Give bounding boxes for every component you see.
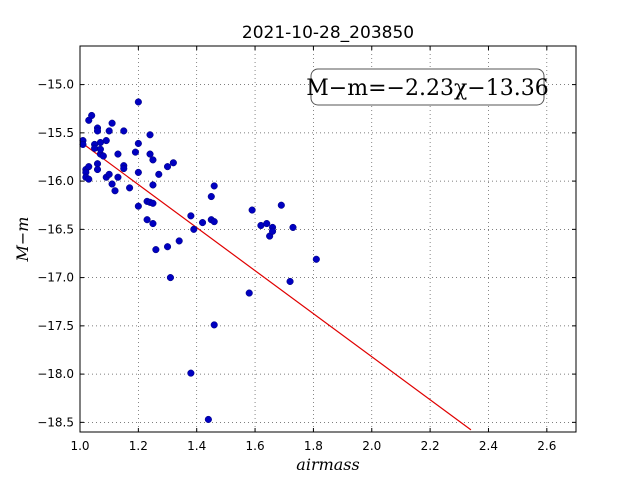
data-point [207, 192, 215, 201]
x-tick-label: 1.0 [70, 439, 89, 453]
data-point [143, 216, 151, 224]
data-points [79, 98, 320, 424]
data-point [248, 206, 256, 214]
data-point [269, 227, 277, 235]
data-point [146, 150, 154, 158]
data-point [111, 187, 119, 195]
data-point [131, 148, 139, 156]
data-point [134, 139, 142, 148]
data-point [166, 274, 174, 282]
data-point [99, 152, 107, 160]
x-tick-label: 2.6 [537, 439, 556, 453]
data-point [108, 180, 116, 188]
x-tick-label: 2.2 [421, 439, 440, 453]
data-point [134, 202, 142, 210]
y-tick-label: −17.5 [37, 319, 74, 333]
data-point [102, 137, 110, 145]
x-axis-label: airmass [296, 455, 359, 474]
fit-equation-frame [310, 68, 545, 106]
y-tick-label: −18.0 [37, 367, 74, 381]
data-point [149, 181, 157, 189]
data-point [93, 127, 102, 135]
data-point [114, 173, 122, 181]
data-point [286, 277, 294, 286]
data-point [91, 144, 99, 152]
y-tick-label: −18.5 [37, 415, 74, 429]
data-point [190, 225, 198, 233]
data-point [105, 127, 113, 135]
data-point [79, 140, 87, 148]
x-tick-label: 2.4 [479, 439, 498, 453]
data-point [93, 165, 102, 174]
data-point [114, 150, 122, 158]
fit-equation-box: M−m=−2.23χ−13.36 [306, 68, 549, 106]
data-point [277, 201, 285, 209]
data-point [163, 243, 172, 251]
data-point [146, 131, 154, 139]
data-point [149, 199, 157, 207]
data-point [198, 219, 207, 227]
data-point [210, 218, 218, 226]
data-point [210, 321, 218, 329]
data-point [105, 170, 113, 178]
data-point [204, 415, 212, 424]
x-tick-label: 2.0 [362, 439, 381, 453]
data-point [245, 289, 253, 297]
data-point [134, 168, 142, 176]
data-point [85, 175, 93, 183]
data-point [120, 165, 128, 173]
fit-equation: M−m=−2.23χ−13.36 [306, 76, 548, 101]
data-point [210, 182, 218, 190]
data-point [263, 220, 271, 228]
x-tick-label: 1.4 [187, 439, 206, 453]
plot-frame [79, 45, 577, 433]
x-tick-label: 1.2 [129, 439, 148, 453]
data-point [108, 119, 116, 127]
data-point [126, 184, 134, 192]
x-tick-label: 1.6 [246, 439, 265, 453]
data-point [149, 156, 157, 164]
y-axis-label: M−m [13, 217, 32, 263]
data-point [289, 223, 297, 231]
y-tick-label: −16.0 [37, 174, 74, 188]
data-point [85, 163, 93, 171]
data-point [155, 170, 163, 178]
data-point [187, 212, 195, 220]
data-point [175, 237, 183, 245]
data-point [120, 127, 128, 135]
fit-line-layer [79, 141, 472, 431]
data-point [187, 369, 195, 377]
data-point [169, 159, 177, 167]
y-tick-label: −15.5 [37, 126, 74, 140]
y-tick-label: −15.0 [37, 78, 74, 92]
data-point [152, 246, 160, 254]
data-point [96, 145, 104, 153]
y-tick-label: −16.5 [37, 222, 74, 236]
chart-title: 2021-10-28_203850 [242, 23, 414, 43]
data-point [134, 98, 142, 106]
data-point [163, 163, 172, 171]
y-tick-label: −17.0 [37, 271, 74, 285]
data-point [312, 255, 320, 263]
data-point [149, 220, 157, 228]
x-tick-label: 1.8 [304, 439, 323, 453]
data-point [88, 111, 96, 120]
axis-ticks: 1.0 1.2 1.4 1.6 1.8 2.0 2.2 2.4 2.6 −15.0 −15.5 −16… [37, 46, 576, 453]
fit-line [79, 141, 472, 431]
